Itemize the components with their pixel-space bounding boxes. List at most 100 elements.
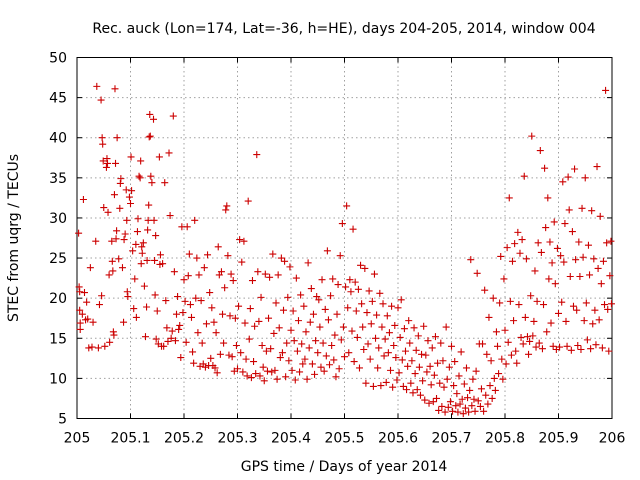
data-point [351, 278, 359, 286]
data-point [401, 347, 409, 355]
data-point [170, 268, 178, 276]
data-point [449, 407, 457, 415]
data-point [473, 269, 481, 277]
data-point [378, 323, 386, 331]
data-point [397, 296, 405, 304]
data-point [115, 255, 123, 263]
data-point [192, 294, 200, 302]
data-point [131, 275, 139, 283]
data-point [520, 172, 528, 180]
data-point [317, 363, 325, 371]
data-point [459, 410, 467, 418]
data-point [358, 300, 366, 308]
data-point [150, 216, 158, 224]
data-point [515, 301, 523, 309]
data-point [423, 368, 431, 376]
data-point [250, 358, 258, 366]
data-point [261, 270, 269, 278]
data-point [322, 352, 330, 360]
data-points [75, 82, 615, 418]
data-point [76, 325, 84, 333]
data-point [380, 352, 388, 360]
data-point [521, 313, 529, 321]
data-point [255, 317, 263, 325]
data-point [413, 386, 421, 394]
data-point [294, 317, 302, 325]
data-point [598, 344, 606, 352]
data-point [392, 354, 400, 362]
data-point [485, 313, 493, 321]
data-point [592, 341, 600, 349]
data-point [439, 357, 447, 365]
y-tick-label: 50 [49, 51, 67, 67]
data-point [182, 338, 190, 346]
x-tick-label: 205.8 [485, 431, 525, 447]
data-point [555, 309, 562, 317]
data-point [242, 355, 250, 363]
data-point [106, 338, 114, 346]
data-point [389, 383, 397, 391]
data-point [607, 300, 615, 308]
data-point [105, 271, 113, 279]
data-point [583, 336, 591, 344]
data-point [127, 200, 134, 208]
x-tick-label: 205.1 [110, 431, 150, 447]
data-point [112, 159, 120, 167]
data-point [574, 341, 582, 349]
data-point [445, 363, 453, 371]
data-point [206, 289, 214, 297]
data-point [541, 164, 549, 172]
data-point [247, 374, 255, 382]
data-point [94, 344, 102, 352]
data-point [273, 375, 281, 383]
data-point [441, 408, 449, 416]
data-point [146, 132, 154, 140]
data-point [280, 306, 288, 314]
data-point [76, 319, 84, 327]
data-point [466, 386, 474, 394]
data-point [319, 339, 327, 347]
data-point [381, 335, 389, 343]
data-point [98, 292, 106, 300]
data-point [244, 197, 252, 205]
data-point [184, 272, 192, 280]
data-point [240, 237, 248, 245]
data-point [362, 379, 370, 387]
data-point [217, 268, 225, 276]
data-point [426, 362, 434, 370]
data-point [333, 310, 341, 318]
data-point [258, 341, 266, 349]
data-point [523, 333, 531, 341]
data-point [213, 369, 221, 377]
data-point [399, 382, 407, 390]
data-point [407, 379, 415, 387]
data-point [194, 329, 202, 337]
data-point [350, 358, 358, 366]
data-point [248, 277, 256, 285]
data-point [507, 351, 515, 359]
data-point [476, 402, 484, 410]
data-point [289, 307, 297, 315]
data-point [84, 315, 92, 323]
data-point [545, 275, 553, 283]
data-point [338, 220, 346, 228]
data-point [321, 305, 329, 313]
data-point [262, 347, 270, 355]
data-point [363, 309, 371, 317]
data-point [589, 320, 597, 328]
data-point [360, 346, 368, 354]
data-point [104, 208, 112, 216]
x-tick-label: 205.9 [538, 431, 578, 447]
data-point [534, 239, 542, 247]
data-point [95, 301, 103, 309]
data-point [278, 349, 286, 357]
data-point [336, 252, 344, 260]
data-point [566, 273, 574, 281]
data-point [122, 186, 130, 194]
data-point [232, 341, 240, 349]
data-point [504, 338, 512, 346]
data-point [369, 382, 377, 390]
data-point [252, 370, 260, 378]
data-point [544, 194, 552, 202]
data-point [207, 354, 215, 362]
